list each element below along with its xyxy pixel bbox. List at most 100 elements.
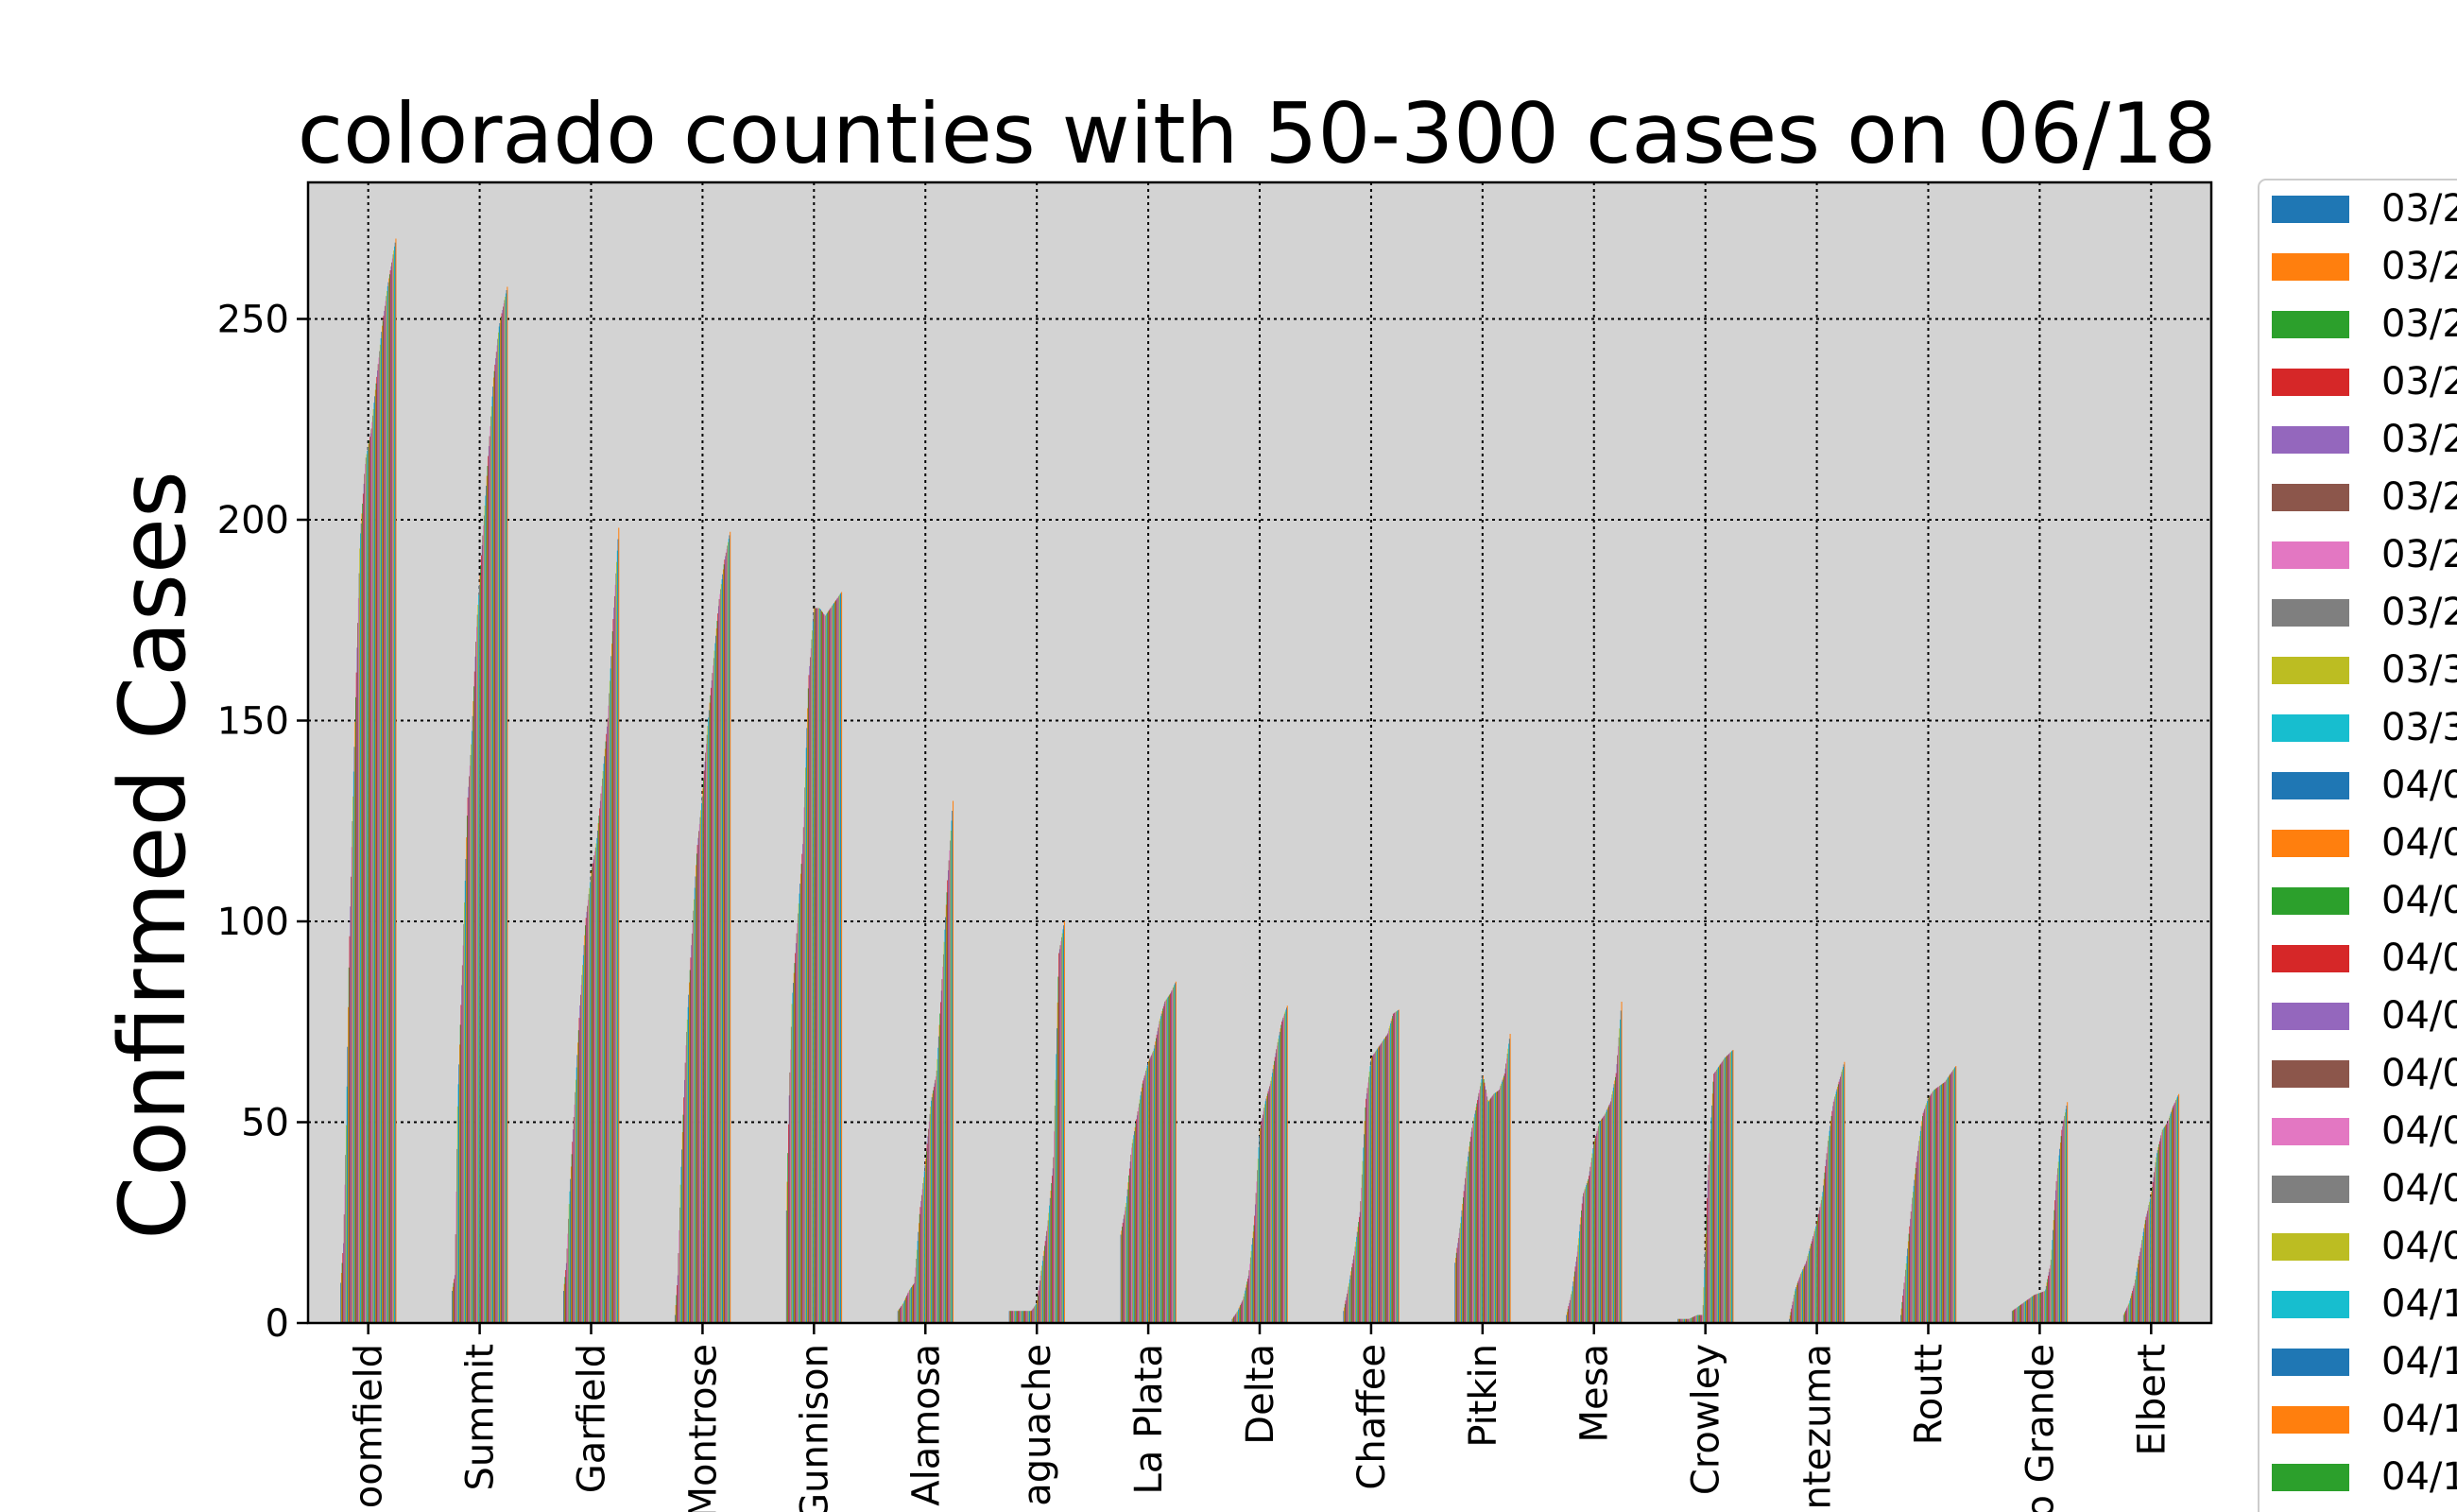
legend-label: 04/0	[2381, 1167, 2457, 1211]
bar	[1932, 1092, 1933, 1323]
bar	[1491, 1095, 1493, 1323]
bar	[349, 936, 351, 1323]
bar	[1172, 988, 1174, 1323]
bar	[807, 708, 809, 1323]
bar	[2163, 1126, 2166, 1323]
bar	[594, 850, 596, 1323]
bar	[1269, 1083, 1271, 1323]
bar	[1010, 1311, 1012, 1323]
bar	[1140, 1095, 1142, 1323]
bar	[492, 377, 494, 1323]
bar	[2171, 1111, 2173, 1323]
bar	[1499, 1087, 1501, 1323]
bar	[600, 793, 602, 1323]
bar	[617, 539, 619, 1323]
bar	[826, 612, 829, 1323]
bar	[1697, 1314, 1699, 1323]
bar	[1711, 1105, 1713, 1323]
bar	[1811, 1241, 1813, 1323]
bar	[1828, 1135, 1830, 1323]
bar	[675, 1305, 677, 1323]
bar	[1038, 1290, 1040, 1323]
bar	[367, 447, 369, 1323]
bar	[1682, 1318, 1684, 1323]
bar	[1796, 1282, 1798, 1323]
bar	[1267, 1091, 1269, 1323]
bar	[947, 880, 949, 1323]
legend-label: 04/0	[2381, 936, 2457, 980]
bar	[383, 316, 385, 1323]
bar	[1153, 1048, 1155, 1323]
bar	[1344, 1303, 1346, 1323]
bar	[1696, 1314, 1698, 1323]
bar	[689, 970, 691, 1323]
bar	[570, 1166, 572, 1323]
bar	[720, 584, 722, 1323]
bar	[391, 262, 393, 1323]
bar	[495, 352, 497, 1324]
bar	[1033, 1307, 1035, 1323]
bar	[1492, 1094, 1494, 1323]
bar	[1055, 1079, 1057, 1323]
bar	[1396, 1011, 1398, 1323]
bar	[1061, 933, 1063, 1323]
bar	[815, 608, 816, 1323]
bar	[369, 437, 371, 1324]
bar	[1918, 1141, 1920, 1323]
bar	[1343, 1311, 1345, 1323]
bar	[2061, 1129, 2063, 1323]
bar	[1570, 1297, 1572, 1323]
bar	[473, 686, 475, 1323]
bar	[1789, 1315, 1791, 1323]
bar	[1041, 1265, 1043, 1323]
bar	[1927, 1099, 1929, 1323]
bar	[1349, 1279, 1350, 1323]
bar	[1254, 1204, 1256, 1323]
bar	[1133, 1135, 1135, 1323]
bar	[711, 687, 713, 1323]
bar	[2053, 1220, 2054, 1323]
bar	[1843, 1064, 1845, 1323]
bar	[1567, 1309, 1569, 1323]
bar	[1389, 1025, 1391, 1323]
bar	[798, 913, 799, 1323]
bar	[2156, 1153, 2158, 1323]
bar	[904, 1298, 906, 1323]
bar	[2135, 1275, 2137, 1323]
bar	[1938, 1086, 1941, 1323]
bar	[498, 326, 500, 1323]
bar	[726, 549, 728, 1323]
bar	[1266, 1095, 1268, 1323]
bar	[1392, 1016, 1394, 1323]
bar	[1928, 1097, 1930, 1323]
bar	[381, 332, 383, 1324]
legend-swatch	[2272, 541, 2349, 569]
bar	[832, 606, 833, 1323]
bar	[1259, 1136, 1261, 1323]
bar	[2034, 1295, 2036, 1323]
bar	[1927, 1101, 1929, 1323]
bar	[563, 1291, 565, 1323]
bar	[728, 539, 730, 1323]
bar	[1279, 1035, 1280, 1323]
bar	[1378, 1047, 1380, 1323]
bar	[1900, 1308, 1902, 1323]
bar	[829, 610, 831, 1323]
bar	[1145, 1070, 1147, 1323]
bar	[590, 876, 592, 1323]
bar	[1904, 1276, 1906, 1323]
bar	[1810, 1246, 1812, 1323]
bar	[826, 613, 828, 1323]
bar	[1838, 1081, 1840, 1323]
bar	[1242, 1300, 1244, 1323]
bar	[455, 1192, 457, 1323]
bar	[812, 630, 814, 1323]
bar	[1949, 1075, 1950, 1323]
bar	[824, 615, 826, 1323]
bar	[1582, 1196, 1584, 1323]
bar	[1801, 1272, 1803, 1323]
x-tick-label: aguache	[1016, 1344, 1059, 1506]
bar	[929, 1113, 931, 1323]
bar	[348, 1006, 350, 1323]
bar	[1246, 1284, 1247, 1323]
